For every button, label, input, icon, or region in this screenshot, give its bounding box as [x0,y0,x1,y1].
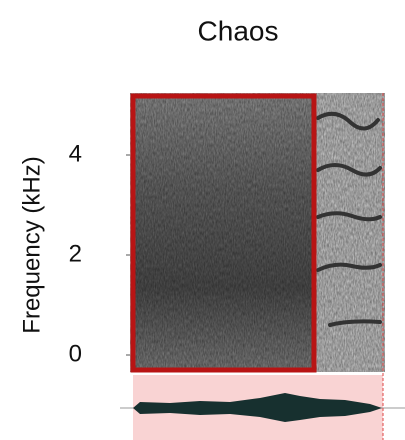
y-tick-label: 4 [69,140,82,167]
y-axis-label: Frequency (kHz) [18,156,45,333]
y-tick-label: 2 [69,240,82,267]
chart-title: Chaos [198,15,279,46]
harmonics [316,111,382,327]
spectrogram [130,93,385,372]
highlight-box [130,93,317,373]
spectrogram-noise [130,93,385,372]
waveform [133,393,382,422]
y-tick-label: 0 [69,340,82,367]
